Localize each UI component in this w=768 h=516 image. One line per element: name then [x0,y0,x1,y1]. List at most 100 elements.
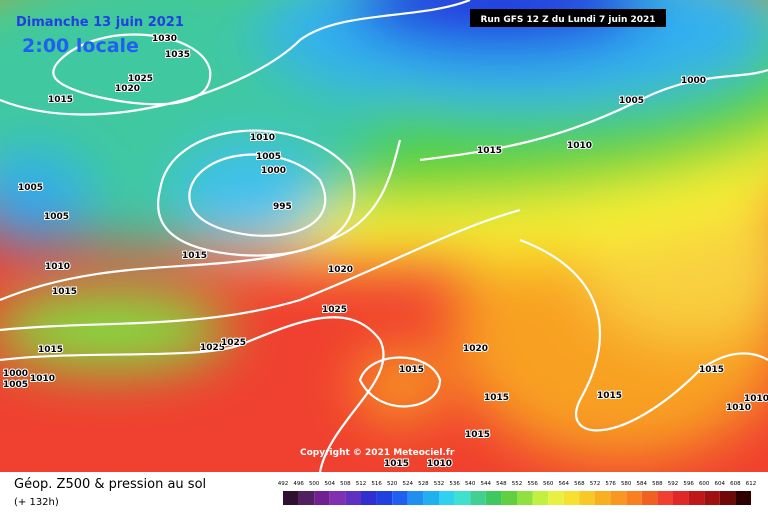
scale-swatch [563,491,580,505]
scale-swatch [532,491,549,505]
isobar-label: 1015 [182,251,207,261]
scale-label: 528 [418,481,429,487]
isobar-label: 1015 [477,146,502,156]
scale-swatch [579,491,595,505]
scale-swatch [595,491,611,505]
scale-label: 560 [543,481,554,487]
scale-label: 596 [683,481,694,487]
isobar-label: 1010 [726,403,751,413]
isobar-label: 1010 [567,141,592,151]
isobar-label: 1010 [427,459,452,469]
scale-label: 592 [668,481,679,487]
scale-label: 576 [605,481,616,487]
run-info: Run GFS 12 Z du Lundi 7 juin 2021 [480,15,655,25]
scale-label: 612 [746,481,757,487]
isobar-label: 1015 [399,365,424,375]
scale-label: 508 [340,481,351,487]
scale-label: 520 [387,481,398,487]
scale-swatch [345,491,361,505]
isobar-label: 1025 [221,338,246,348]
scale-label: 496 [293,481,304,487]
scale-label: 524 [403,481,414,487]
scale-label: 516 [371,481,382,487]
isobar-label: 1000 [681,76,706,86]
isobar-label: 1030 [152,34,177,44]
isobar-label: 1035 [165,50,190,60]
forecast-date: Dimanche 13 juin 2021 [16,15,184,30]
scale-label: 556 [527,481,538,487]
run-box [470,9,666,27]
scale-swatch [407,491,424,505]
scale-swatch [439,491,455,505]
scale-label: 588 [652,481,663,487]
scale-swatch [641,491,658,505]
isobar-label: 1005 [3,380,28,390]
scale-label: 500 [309,481,320,487]
isobar-label: 1015 [38,345,63,355]
scale-swatch [314,491,330,505]
scale-label: 568 [574,481,585,487]
isobar-label: 1010 [744,394,768,404]
scale-swatch [329,491,346,505]
isobar-label: 1020 [328,265,353,275]
geopotential-field [0,0,768,472]
scale-label: 536 [449,481,460,487]
scale-label: 512 [356,481,367,487]
isobar-label: 995 [273,202,292,212]
scale-label: 532 [434,481,445,487]
scale-label: 564 [559,481,570,487]
scale-swatch [454,491,471,505]
isobar-label: 1025 [322,305,347,315]
scale-swatch [298,491,315,505]
scale-swatch [688,491,705,505]
scale-label: 572 [590,481,601,487]
scale-swatch [719,491,736,505]
scale-label: 552 [512,481,523,487]
scale-swatch [735,491,751,505]
scale-swatch [704,491,720,505]
isobar-label: 1000 [261,166,286,176]
isobar-label: 1015 [384,459,409,469]
scale-swatch [673,491,689,505]
legend-title: Géop. Z500 & pression au sol [14,477,206,492]
isobar-label: 1010 [30,374,55,384]
scale-swatch [376,491,393,505]
isobar-label: 1015 [48,95,73,105]
scale-swatch [517,491,533,505]
isobar-label: 1015 [484,393,509,403]
isobar-label: 1025 [128,74,153,84]
isobar-label: 1015 [699,365,724,375]
isobar-label: 1005 [18,183,43,193]
isobar-label: 1025 [200,343,225,353]
isobar-label: 1005 [619,96,644,106]
isobar-label: 1000 [3,369,28,379]
isobar-label: 1015 [597,391,622,401]
isobar-label: 1010 [45,262,70,272]
legend-subtitle: (+ 132h) [14,497,59,508]
isobars [0,0,768,473]
scale-label: 540 [465,481,476,487]
isobar-label: 1015 [52,287,77,297]
scale-swatch [501,491,517,505]
scale-label: 600 [699,481,710,487]
scale-label: 544 [481,481,492,487]
isobar-label: 1020 [115,84,140,94]
isobar-label: 1005 [44,212,69,222]
scale-swatch [657,491,673,505]
scale-label: 608 [730,481,741,487]
scale-label: 584 [637,481,648,487]
scale-swatch [610,491,627,505]
scale-swatch [283,491,299,505]
scale-swatch [470,491,486,505]
isobar-label: 1005 [256,152,281,162]
copyright: Copyright © 2021 Meteociel.fr [300,448,455,458]
scale-label: 580 [621,481,632,487]
scale-swatch [485,491,502,505]
isobar-label: 1020 [463,344,488,354]
scale-swatch [361,491,377,505]
scale-swatch [548,491,564,505]
scale-swatch [423,491,439,505]
scale-label: 492 [278,481,289,487]
scale-label: 548 [496,481,507,487]
scale-swatch [626,491,642,505]
